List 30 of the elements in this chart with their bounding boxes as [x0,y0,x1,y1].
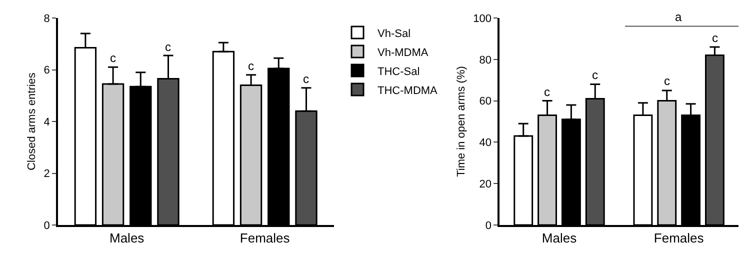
y-axis-title: Time in open arms (%) [455,66,468,177]
data-label: c [664,74,670,88]
data-label: c [592,68,598,82]
y-tick-label: 0 [485,220,492,232]
data-label: c [110,51,116,65]
x-tick-label: Males [542,230,578,246]
legend-label: Vh-MDMA [378,46,429,59]
data-label: c [544,85,550,99]
data-label: c [303,72,309,86]
data-label: c [165,40,171,54]
y-tick-label: 8 [44,12,50,25]
x-tick-label: Males [109,230,145,246]
legend-label: THC-MDMA [378,84,438,97]
y-tick-label: 40 [479,137,492,150]
y-tick-label: 20 [479,178,492,190]
y-tick-label: 0 [44,220,50,232]
legend-label: Vh-Sal [378,28,411,40]
data-label: c [248,59,254,73]
annotation: a [675,10,682,24]
y-tick-label: 60 [479,96,492,108]
x-tick-label: Females [654,230,704,246]
y-axis-title: Closed arms entries [26,72,38,170]
y-tick-label: 2 [44,168,50,180]
legend-label: THC-Sal [378,66,420,78]
x-tick-label: Females [240,230,290,246]
y-tick-label: 100 [473,12,492,25]
y-tick-label: 6 [44,64,50,77]
y-tick-label: 4 [44,116,50,128]
data-label: c [712,31,718,45]
y-tick-label: 80 [479,54,492,66]
